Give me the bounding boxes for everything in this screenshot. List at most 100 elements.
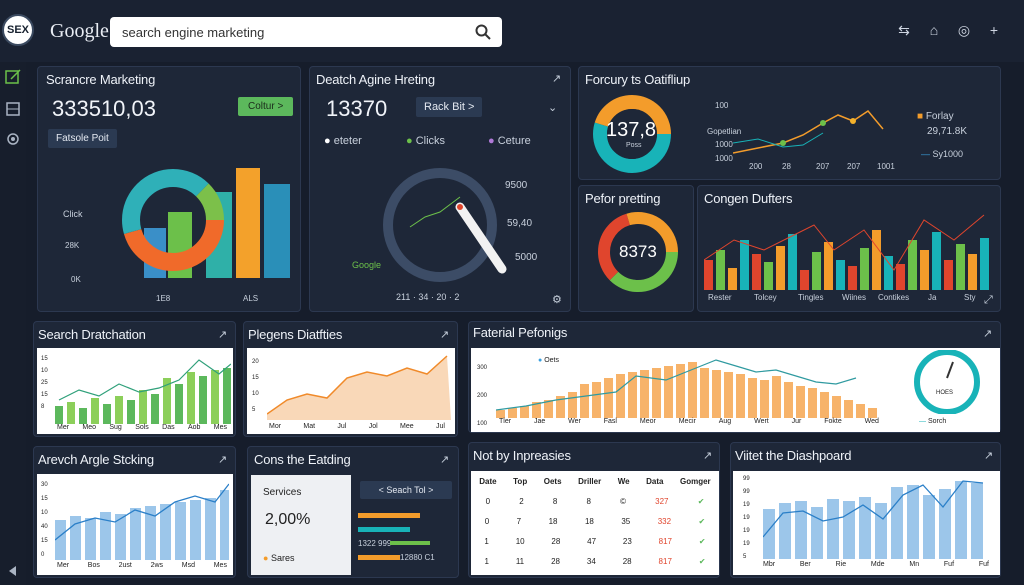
bar [796,386,805,418]
bar [604,378,613,418]
bar [676,364,685,418]
add-icon[interactable]: + [989,22,999,38]
legend-item: ● Oets [538,357,559,364]
panel-forcury: Forcury ts Oatifliup 137,8 Poss 100 Gope… [578,66,1001,180]
panel-not-by: Not by Inpreasies ↗ Date Top Oets Driller We… [468,442,720,578]
bar [923,495,935,559]
expand-icon[interactable]: ↗ [703,450,713,462]
expand-icon[interactable]: ↗ [984,450,994,462]
y-axis: 99 99 19 19 19 19 5 [743,476,750,560]
app-logo[interactable]: SEX [2,14,34,46]
check-icon: ✔ [698,517,706,526]
bar [800,270,809,290]
bar [968,254,977,290]
panel-title: Search Dratchation [38,327,146,342]
expand-icon[interactable]: ⤢ [984,294,993,306]
y-axis: 15 10 25 15 8 [41,356,48,410]
progress-bar [358,555,400,560]
search-icon[interactable] [474,23,492,41]
chart-area: 99 99 19 19 19 19 5 Mbr Ber Rie Mde Mn Fuf Fuf [733,471,1000,575]
panel-pefor: Pefor pretting 8373 [578,185,694,312]
tools-icon[interactable] [4,100,22,118]
lock-icon[interactable]: ⌂ [929,22,939,38]
expand-icon[interactable]: ↗ [218,454,228,466]
bar [795,501,807,559]
bar [532,402,541,418]
axis-label: 28K [65,241,80,250]
bar-line-chart [704,214,989,290]
table-row: 1 11 28 34 28 817 ✔ [484,557,706,566]
sync-icon[interactable]: ⇆ [898,22,910,38]
bar [859,497,871,559]
search-input[interactable]: search engine marketing [110,17,502,47]
bar [115,514,126,560]
bar [70,516,81,560]
bar-line-chart [496,359,877,418]
bar [520,406,529,418]
bar [832,396,841,418]
bar [724,372,733,418]
bar [772,376,781,418]
x-label: 1001 [877,162,895,171]
chart-area: 15 10 25 15 8 Mer Meo Sug Sols Das Aob Mes [37,348,233,434]
bar [55,406,63,424]
collapse-icon[interactable] [4,562,22,580]
edit-icon[interactable] [4,68,22,86]
gauge [914,350,980,414]
bar [199,376,207,424]
gear-icon[interactable] [4,130,22,148]
expand-icon[interactable]: ↗ [440,329,450,341]
search-tool-button[interactable]: < Seach Tol > [360,481,452,499]
bar [760,380,769,418]
settings-icon[interactable]: ⚙ [552,294,562,306]
bar [55,520,66,560]
bar [811,507,823,559]
bar [175,384,183,424]
donut-ring [122,169,224,271]
rack-bit-button[interactable]: Rack Bit > [416,97,483,117]
bar [700,368,709,418]
bar [764,262,773,290]
panel-title: Cons the Eatding [254,452,351,467]
bar [884,256,893,290]
x-label: Tingles [798,293,824,302]
bar [640,370,649,418]
panel-arevch: Arevch Argle Stcking ↗ 30 15 10 40 15 0 Mer Bo… [33,446,236,578]
expand-icon[interactable]: ↗ [983,328,993,340]
expand-icon[interactable]: ↗ [218,329,228,341]
bar [920,250,929,290]
line-chart [733,110,884,154]
gauge-label: 5000 [515,252,538,263]
bar [544,400,553,418]
x-label: 28 [782,162,791,171]
coltur-button[interactable]: Coltur > [238,97,294,116]
x-axis: Mor Mat Jul Jol Mee Jul [269,423,445,430]
bar [211,370,219,424]
bar [827,499,839,559]
expand-icon[interactable]: ↗ [552,73,562,85]
bar [85,518,96,560]
progress-label: 1322 999 [358,539,392,548]
progress-bar [358,513,420,518]
settings-icon[interactable]: ◎ [957,22,971,38]
panel-title: Forcury ts Oatifliup [585,72,691,87]
bar [592,382,601,418]
legend-item: ● eteter [324,135,362,147]
panel-deatch: Deatch Agine Hreting ↗ 13370 Rack Bit > … [309,66,571,312]
progress-bar [390,541,430,545]
bar [808,388,817,418]
fatsole-button[interactable]: Fatsole Poit [48,129,117,148]
table-header: Date Top Oets Driller We Data Gomger [479,477,711,486]
chevron-down-icon[interactable]: ⌄ [548,102,558,114]
y-label: 1000 [715,140,733,149]
donut-value: 8373 [619,242,657,261]
panel-plegens: Plegens Diatfties ↗ 20 15 10 5 Mor Mat Jul Jol… [243,321,458,437]
bar [100,512,111,560]
bar [496,410,505,418]
expand-icon[interactable]: ↗ [440,454,450,466]
bar [175,502,186,560]
bar-chart [55,359,231,424]
table-row: 0 7 18 18 35 332 ✔ [484,517,706,526]
bar [716,250,725,290]
bar [704,260,713,290]
